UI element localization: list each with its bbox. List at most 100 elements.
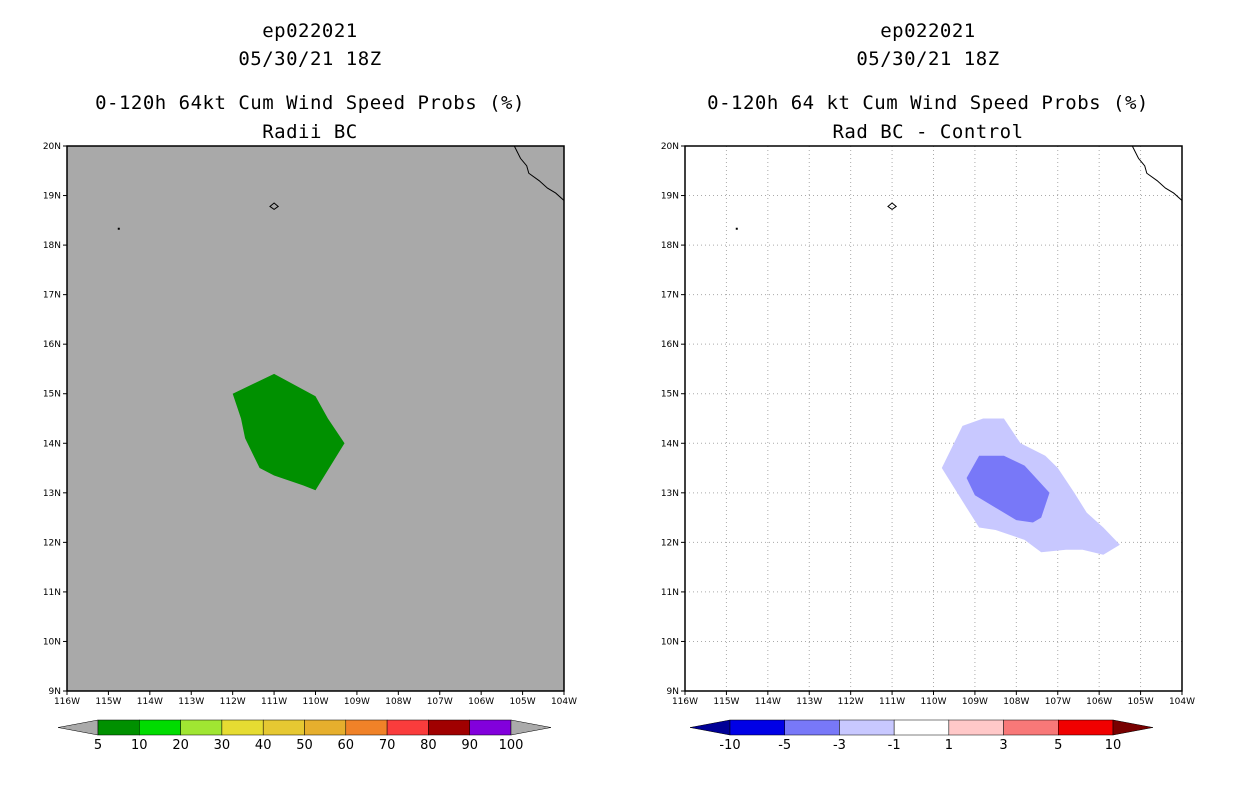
- right-title-datetime: 05/30/21 18Z: [856, 48, 1000, 70]
- map-panel-1: 116W 115W 114W 113W 112W 111W 110W 109W 108W 107W…: [43, 142, 577, 753]
- colorbar-label: 40: [255, 738, 272, 753]
- y-tick-label: 14N: [661, 439, 679, 449]
- x-tick-label: 104W: [1169, 697, 1195, 707]
- y-tick-label: 18N: [661, 241, 679, 251]
- right-title-storm-id: ep022021: [880, 20, 976, 42]
- y-tick-label: 12N: [43, 538, 61, 548]
- colorbar-swatch: [221, 719, 264, 736]
- y-tick-label: 16N: [43, 340, 61, 350]
- y-tick-label: 13N: [43, 489, 61, 499]
- x-tick-label: 107W: [427, 697, 453, 707]
- x-tick-label: 109W: [962, 697, 988, 707]
- x-tick-label: 114W: [137, 697, 163, 707]
- y-tick-label: 19N: [43, 192, 61, 202]
- map-panel-2: 116W 115W 114W 113W 112W 111W 110W 109W 108W 107W…: [661, 142, 1195, 753]
- y-tick-label: 12N: [661, 538, 679, 548]
- x-tick-label: 109W: [344, 697, 370, 707]
- y-tick-label: 13N: [661, 489, 679, 499]
- x-tick-label: 104W: [551, 697, 577, 707]
- colorbar-label: -10: [719, 738, 740, 753]
- y-tick-label: 9N: [667, 687, 679, 697]
- colorbar-2: -10 -5 -3 -1 1 3 5 10: [689, 719, 1154, 753]
- left-title-storm-id: ep022021: [262, 20, 358, 42]
- contour-region-2: [966, 455, 1050, 523]
- y-tick-label: 10N: [43, 637, 61, 647]
- x-tick-label: 116W: [672, 697, 698, 707]
- colorbar-swatch: [1058, 719, 1114, 736]
- colorbar-swatch: [139, 719, 181, 736]
- colorbar-under-arrow: [689, 719, 731, 736]
- colorbar-swatch: [262, 719, 305, 736]
- y-tick-label: 14N: [43, 439, 61, 449]
- y-tick-label: 10N: [661, 637, 679, 647]
- y-tick-label: 11N: [43, 588, 61, 598]
- colorbar-label: 100: [499, 738, 524, 753]
- x-tick-label: 105W: [510, 697, 536, 707]
- x-tick-label: 111W: [261, 697, 287, 707]
- colorbar-label: -3: [833, 738, 846, 753]
- colorbar-label: 1: [945, 738, 953, 753]
- coastline: [513, 145, 565, 201]
- colorbar-swatch: [729, 719, 785, 736]
- island-dot: [117, 227, 120, 230]
- y-tick-label: 11N: [661, 588, 679, 598]
- x-tick-label: 115W: [713, 697, 739, 707]
- colorbar-label: 30: [214, 738, 231, 753]
- x-tick-label: 113W: [178, 697, 204, 707]
- y-tick-label: 17N: [661, 291, 679, 301]
- x-tick-label: 110W: [920, 697, 946, 707]
- left-title-product: 0-120h 64kt Cum Wind Speed Probs (%): [95, 92, 525, 114]
- colorbar-swatch: [304, 719, 347, 736]
- x-tick-label: 110W: [302, 697, 328, 707]
- colorbar-1: 5 10 20 30 40 50 60 70 80 90 100: [57, 719, 552, 753]
- colorbar-swatch: [345, 719, 388, 736]
- colorbar-label: 60: [338, 738, 355, 753]
- colorbar-label: 20: [172, 738, 189, 753]
- y-tick-label: 20N: [661, 142, 679, 152]
- y-tick-label: 9N: [49, 687, 61, 697]
- y-tick-label: 19N: [661, 192, 679, 202]
- right-title-method: Rad BC - Control: [832, 121, 1024, 143]
- colorbar-label: -1: [888, 738, 901, 753]
- colorbar-label: 5: [94, 738, 102, 753]
- colorbar-swatch: [893, 719, 950, 736]
- y-tick-label: 18N: [43, 241, 61, 251]
- left-title-method: Radii BC: [262, 121, 358, 143]
- x-tick-label: 112W: [220, 697, 246, 707]
- x-tick-label: 115W: [95, 697, 121, 707]
- x-tick-label: 108W: [385, 697, 411, 707]
- island-outline: [269, 202, 280, 211]
- contour-region-1: [232, 373, 345, 491]
- x-tick-label: 116W: [54, 697, 80, 707]
- right-title-product: 0-120h 64 kt Cum Wind Speed Probs (%): [707, 92, 1149, 114]
- x-tick-label: 114W: [755, 697, 781, 707]
- colorbar-label: 3: [999, 738, 1007, 753]
- colorbar-over-arrow: [510, 719, 552, 736]
- x-tick-label: 108W: [1003, 697, 1029, 707]
- colorbar-label: 5: [1054, 738, 1062, 753]
- colorbar-label: 10: [1105, 738, 1122, 753]
- y-tick-label: 16N: [661, 340, 679, 350]
- y-tick-label: 15N: [661, 390, 679, 400]
- colorbar-swatch: [784, 719, 840, 736]
- x-tick-label: 113W: [796, 697, 822, 707]
- colorbar-swatch: [469, 719, 512, 736]
- colorbar-swatch: [1003, 719, 1059, 736]
- colorbar-swatch: [386, 719, 429, 736]
- colorbar-swatch: [839, 719, 895, 736]
- x-tick-label: 106W: [1086, 697, 1112, 707]
- colorbar-label: 10: [131, 738, 148, 753]
- x-tick-label: 112W: [838, 697, 864, 707]
- colorbar-swatch: [97, 719, 140, 736]
- x-tick-label: 111W: [879, 697, 905, 707]
- colorbar-label: 80: [420, 738, 437, 753]
- island-outline: [887, 202, 898, 211]
- colorbar-under-arrow: [57, 719, 99, 736]
- island-dot: [735, 227, 738, 230]
- y-tick-label: 17N: [43, 291, 61, 301]
- colorbar-swatch: [180, 719, 223, 736]
- x-tick-label: 106W: [468, 697, 494, 707]
- y-tick-label: 15N: [43, 390, 61, 400]
- colorbar-label: -5: [778, 738, 791, 753]
- y-tick-label: 20N: [43, 142, 61, 152]
